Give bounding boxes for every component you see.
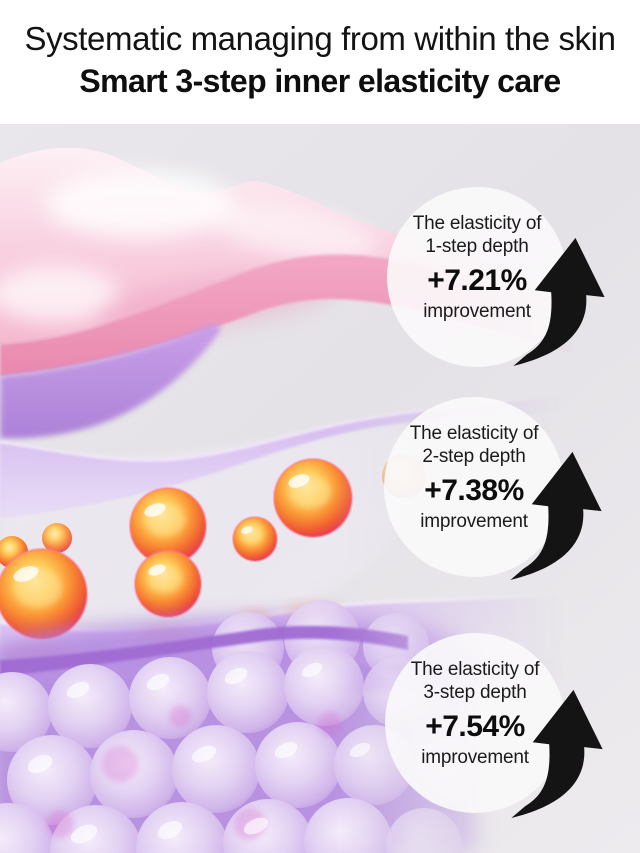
active-ingredient-spheres [0,457,354,641]
elasticity-badge-step-2: The elasticity of 2-step depth +7.38% im… [384,397,564,577]
badge-line-2: 3-step depth [423,682,527,703]
badge-line-1: The elasticity of [409,423,539,444]
improvement-value: +7.21% [427,264,527,297]
growth-arrow-icon [510,451,602,580]
elasticity-badge-step-1: The elasticity of 1-step depth +7.21% im… [387,187,567,367]
badge-line-1: The elasticity of [412,213,542,234]
improvement-value: +7.38% [424,474,524,507]
header: Systematic managing from within the skin… [0,0,640,124]
active-sphere [272,457,354,539]
growth-arrow-icon [513,237,605,366]
improvement-value: +7.54% [425,710,525,743]
page-subtitle: Smart 3-step inner elasticity care [79,63,561,99]
active-sphere [42,523,72,553]
growth-arrow-icon [511,689,603,818]
badge-line-2: 1-step depth [425,236,529,257]
badge-line-2: 2-step depth [422,446,526,467]
page-title: Systematic managing from within the skin [24,20,616,57]
badge-line-3: improvement [421,747,529,768]
active-sphere [232,516,278,562]
badge-line-3: improvement [423,301,531,322]
badge-line-3: improvement [420,511,528,532]
active-sphere [133,549,203,619]
active-sphere [0,547,89,641]
elasticity-badge-step-3: The elasticity of 3-step depth +7.54% im… [385,633,565,813]
hypodermis-layer [0,600,480,853]
badge-line-1: The elasticity of [410,659,540,680]
